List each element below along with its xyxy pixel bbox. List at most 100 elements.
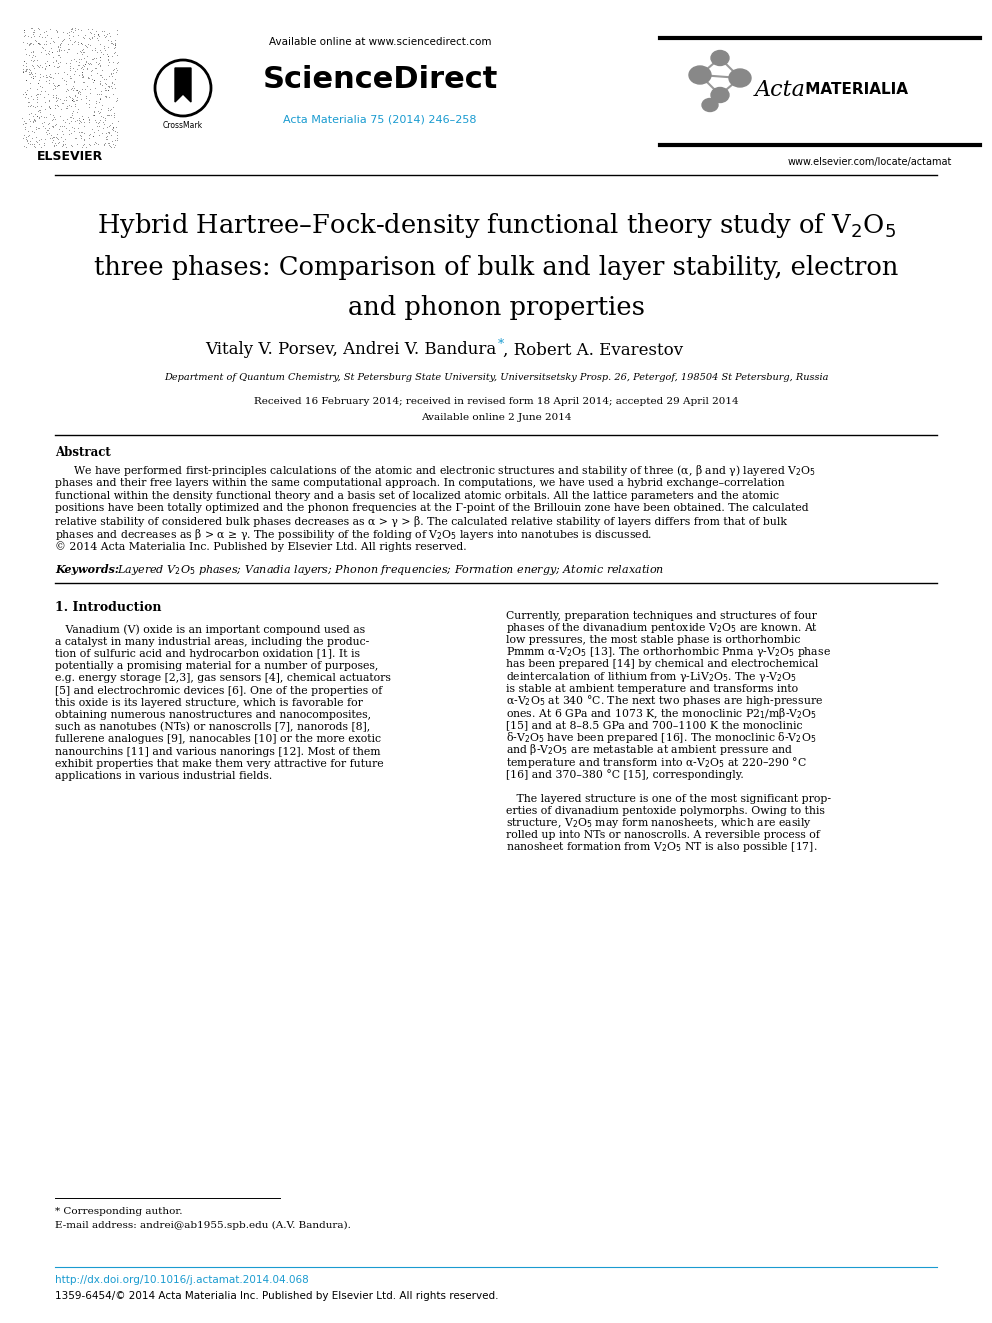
Point [31,99,47,120]
Point [66,77,82,98]
Text: [5] and electrochromic devices [6]. One of the properties of: [5] and electrochromic devices [6]. One … [55,685,382,696]
Point [22,60,38,81]
Point [102,25,118,46]
Point [92,54,108,75]
Point [42,64,58,85]
Point [107,135,123,156]
Point [104,33,120,54]
Point [56,131,71,152]
Point [30,33,46,54]
Point [105,60,121,81]
Point [40,24,56,45]
Point [15,107,31,128]
Point [48,127,63,148]
Point [73,49,89,70]
Point [19,127,35,148]
Point [55,93,70,114]
Point [23,62,39,83]
Point [90,101,106,122]
Point [66,118,82,139]
Text: MATERIALIA: MATERIALIA [800,82,908,98]
Point [69,42,85,64]
Point [106,105,122,126]
Point [27,66,43,87]
Point [47,94,62,115]
Point [109,24,125,45]
Point [74,108,90,130]
Point [86,134,102,155]
Point [54,67,69,89]
Text: ones. At 6 GPa and 1073 K, the monoclinic P2$_1$/mβ-V$_2$O$_5$: ones. At 6 GPa and 1073 K, the monoclini… [506,705,817,721]
Point [45,86,61,107]
Point [44,66,60,87]
Point [39,71,55,93]
Point [30,101,46,122]
Point [71,83,87,105]
Point [26,22,42,44]
Point [48,49,63,70]
Point [104,116,120,138]
Point [57,134,72,155]
Point [22,131,38,152]
Point [103,71,119,93]
Point [25,56,41,77]
Point [84,119,100,140]
Point [31,71,47,93]
Point [77,78,93,99]
Point [93,83,109,105]
Point [101,120,117,142]
Point [45,67,61,89]
Point [52,38,67,60]
Point [64,17,80,38]
Point [62,24,77,45]
Point [34,77,50,98]
Point [109,20,125,41]
Point [33,105,49,126]
Point [59,136,74,157]
Text: positions have been totally optimized and the phonon frequencies at the Γ-point : positions have been totally optimized an… [55,503,808,513]
Point [69,82,85,103]
Point [99,24,115,45]
Point [32,83,48,105]
Point [86,48,102,69]
Point [71,112,87,134]
Point [51,118,66,139]
Point [22,64,38,85]
Point [36,135,52,156]
Point [74,66,90,87]
Point [38,81,54,102]
Point [63,49,79,70]
Point [101,105,117,126]
Point [16,128,32,149]
Point [83,40,99,61]
Point [32,54,48,75]
Point [21,64,37,85]
Point [93,81,109,102]
Point [69,110,85,131]
Text: We have performed first-principles calculations of the atomic and electronic str: We have performed first-principles calcu… [73,463,815,478]
Point [74,61,90,82]
Point [62,28,77,49]
Point [33,81,49,102]
Point [90,24,106,45]
Point [66,70,82,91]
Point [25,41,41,62]
Point [91,53,107,74]
Point [76,56,92,77]
Point [56,110,71,131]
Text: ScienceDirect: ScienceDirect [262,66,498,94]
Text: such as nanotubes (NTs) or nanoscrolls [7], nanorods [8],: such as nanotubes (NTs) or nanoscrolls [… [55,722,370,733]
Point [30,33,46,54]
Text: Currently, preparation techniques and structures of four: Currently, preparation techniques and st… [506,611,816,620]
Point [23,86,39,107]
Point [65,89,81,110]
Point [98,74,114,95]
Point [75,108,91,130]
Point [47,98,62,119]
Point [43,38,59,60]
Point [35,57,51,78]
Point [81,93,97,114]
Point [54,115,69,136]
Point [67,90,83,111]
Point [81,134,97,155]
